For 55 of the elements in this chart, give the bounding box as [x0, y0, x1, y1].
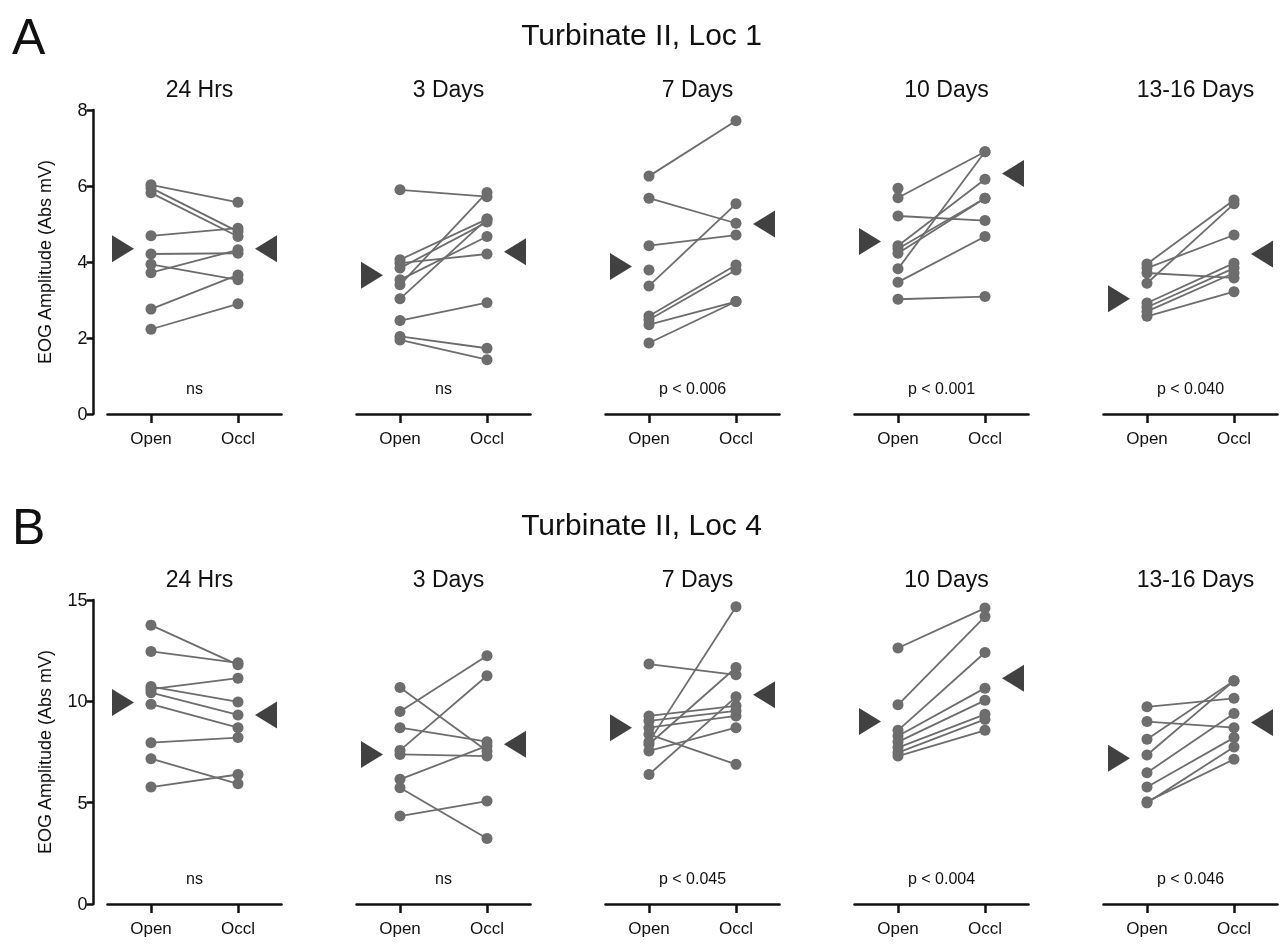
- x-tick-label: Open: [877, 429, 919, 448]
- chart-title: 3 Days: [412, 565, 485, 592]
- x-tick-label: Open: [130, 429, 172, 448]
- x-tick-label: Occl: [1217, 429, 1251, 448]
- chart-title: 7 Days: [661, 75, 734, 102]
- annotation: p < 0.006: [658, 379, 727, 397]
- x-tick-label: Occl: [221, 919, 255, 938]
- x-tick-label: Occl: [470, 429, 504, 448]
- x-tick-label: Occl: [221, 429, 255, 448]
- chart-title: 3 Days: [412, 75, 485, 102]
- x-tick-label: Open: [130, 919, 172, 938]
- x-tick-label: Occl: [719, 429, 753, 448]
- annotation: ns: [435, 379, 452, 397]
- chart-title: 13-16 Days: [1136, 75, 1255, 102]
- x-tick-label: Open: [1126, 919, 1168, 938]
- x-tick-label: Open: [379, 429, 421, 448]
- annotation: p < 0.004: [907, 869, 976, 887]
- chart-title: 24 Hrs: [165, 75, 234, 102]
- chart-title: 7 Days: [661, 565, 734, 592]
- x-tick-label: Open: [877, 919, 919, 938]
- annotation: ns: [435, 869, 452, 887]
- y-tick-label: 2: [77, 328, 88, 348]
- y-tick-label: 5: [77, 792, 88, 813]
- x-tick-label: Open: [628, 429, 670, 448]
- y-axis-title: EOG Amplitude (Abs mV): [34, 159, 55, 365]
- y-tick-label: 6: [77, 176, 88, 196]
- x-tick-label: Occl: [968, 429, 1002, 448]
- y-axis-title: EOG Amplitude (Abs mV): [34, 649, 55, 855]
- x-tick-label: Occl: [719, 919, 753, 938]
- text: Turbinate II, Loc 1: [521, 18, 762, 51]
- y-tick-label: 0: [77, 894, 88, 914]
- y-tick-label: 10: [67, 691, 88, 712]
- chart-title: 24 Hrs: [165, 565, 234, 592]
- annotation: p < 0.045: [658, 869, 727, 887]
- x-tick-label: Open: [1126, 429, 1168, 448]
- text: Turbinate II, Loc 4: [521, 508, 762, 541]
- x-tick-label: Open: [379, 919, 421, 938]
- annotation: p < 0.040: [1156, 379, 1225, 397]
- annotation: ns: [186, 379, 203, 397]
- x-tick-label: Open: [628, 919, 670, 938]
- y-tick-label: 8: [77, 100, 88, 120]
- chart-title: 10 Days: [904, 75, 989, 102]
- x-tick-label: Occl: [968, 919, 1002, 938]
- x-tick-label: Occl: [1217, 919, 1251, 938]
- x-tick-label: Occl: [470, 919, 504, 938]
- text: A: [12, 8, 46, 66]
- annotation: p < 0.001: [907, 379, 976, 397]
- y-tick-label: 0: [77, 404, 88, 424]
- annotation: ns: [186, 869, 203, 887]
- text: B: [12, 498, 46, 556]
- y-tick-label: 15: [67, 590, 88, 610]
- chart-title: 13-16 Days: [1136, 565, 1255, 592]
- chart-title: 10 Days: [904, 565, 989, 592]
- y-tick-label: 4: [77, 252, 88, 272]
- annotation: p < 0.046: [1156, 869, 1225, 887]
